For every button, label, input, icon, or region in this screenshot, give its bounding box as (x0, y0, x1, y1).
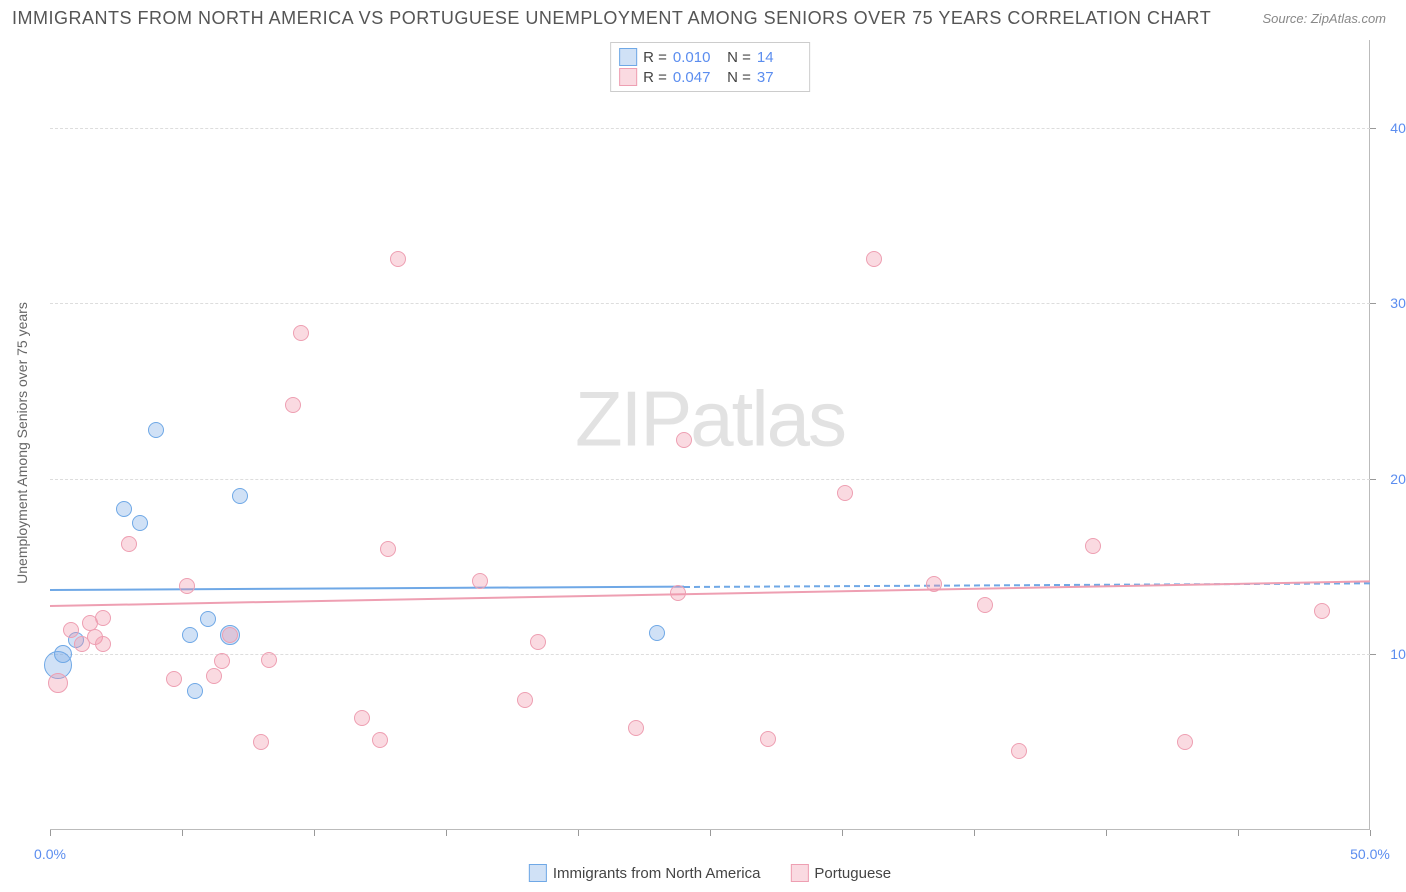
data-point (760, 731, 776, 747)
data-point (628, 720, 644, 736)
data-point (285, 397, 301, 413)
chart-header: IMMIGRANTS FROM NORTH AMERICA VS PORTUGU… (0, 0, 1406, 29)
n-value: 14 (757, 49, 801, 66)
y-tick-label: 40.0% (1390, 120, 1406, 136)
watermark-light: atlas (690, 375, 845, 463)
regression-line (50, 581, 1370, 608)
watermark: ZIPatlas (575, 374, 845, 465)
data-point (63, 622, 79, 638)
r-value: 0.047 (673, 69, 717, 86)
scatter-plot: ZIPatlas R =0.010 N =14R =0.047 N =37 10… (50, 40, 1370, 830)
y-tick-label: 10.0% (1390, 646, 1406, 662)
x-tick (1106, 830, 1107, 836)
data-point (187, 683, 203, 699)
y-axis-label: Unemployment Among Seniors over 75 years (14, 302, 30, 584)
data-point (179, 578, 195, 594)
data-point (372, 732, 388, 748)
legend-swatch (619, 48, 637, 66)
data-point (390, 251, 406, 267)
data-point (206, 668, 222, 684)
data-point (1011, 743, 1027, 759)
data-point (472, 573, 488, 589)
data-point (293, 325, 309, 341)
data-point (222, 627, 238, 643)
x-tick (1238, 830, 1239, 836)
gridline (50, 654, 1370, 655)
data-point (977, 597, 993, 613)
gridline (50, 128, 1370, 129)
x-tick-label: 50.0% (1350, 846, 1390, 862)
gridline (50, 479, 1370, 480)
x-tick (1370, 830, 1371, 836)
series-legend: Immigrants from North America Portuguese (529, 864, 891, 882)
data-point (48, 673, 68, 693)
y-tick (1370, 303, 1376, 304)
data-point (148, 422, 164, 438)
watermark-bold: ZIP (575, 375, 690, 463)
x-tick (578, 830, 579, 836)
legend-swatch (619, 68, 637, 86)
data-point (1177, 734, 1193, 750)
data-point (866, 251, 882, 267)
chart-title: IMMIGRANTS FROM NORTH AMERICA VS PORTUGU… (12, 8, 1211, 29)
regression-line (50, 586, 684, 591)
data-point (166, 671, 182, 687)
data-point (354, 710, 370, 726)
x-tick (974, 830, 975, 836)
data-point (649, 625, 665, 641)
data-point (214, 653, 230, 669)
x-tick (446, 830, 447, 836)
r-value: 0.010 (673, 49, 717, 66)
legend-label: Portuguese (814, 865, 891, 882)
correlation-legend: R = 0.010 N = 14 R = 0.047 N = 37 (610, 42, 810, 92)
data-point (200, 611, 216, 627)
y-tick-label: 30.0% (1390, 295, 1406, 311)
data-point (530, 634, 546, 650)
data-point (517, 692, 533, 708)
data-point (54, 645, 72, 663)
legend-item: Immigrants from North America (529, 864, 761, 882)
data-point (837, 485, 853, 501)
legend-label: Immigrants from North America (553, 865, 761, 882)
x-tick (710, 830, 711, 836)
data-point (261, 652, 277, 668)
data-point (95, 636, 111, 652)
gridline (50, 303, 1370, 304)
r-label: R = (643, 69, 667, 86)
data-point (121, 536, 137, 552)
data-point (1314, 603, 1330, 619)
x-tick (182, 830, 183, 836)
data-point (676, 432, 692, 448)
data-point (232, 488, 248, 504)
legend-swatch (790, 864, 808, 882)
x-tick (50, 830, 51, 836)
x-tick-label: 0.0% (34, 846, 66, 862)
data-point (670, 585, 686, 601)
legend-row: R = 0.047 N = 37 (619, 67, 801, 87)
chart-area: Unemployment Among Seniors over 75 years… (50, 40, 1370, 830)
x-tick (842, 830, 843, 836)
n-label: N = (723, 49, 751, 66)
y-tick (1370, 479, 1376, 480)
data-point (116, 501, 132, 517)
data-point (132, 515, 148, 531)
y-tick (1370, 128, 1376, 129)
legend-row: R = 0.010 N = 14 (619, 47, 801, 67)
data-point (380, 541, 396, 557)
data-point (253, 734, 269, 750)
y-tick-label: 20.0% (1390, 471, 1406, 487)
y-tick (1370, 654, 1376, 655)
n-label: N = (723, 69, 751, 86)
legend-swatch (529, 864, 547, 882)
r-label: R = (643, 49, 667, 66)
data-point (1085, 538, 1101, 554)
data-point (926, 576, 942, 592)
y-axis-line (1369, 40, 1370, 830)
legend-item: Portuguese (790, 864, 891, 882)
n-value: 37 (757, 69, 801, 86)
x-tick (314, 830, 315, 836)
data-point (182, 627, 198, 643)
data-point (95, 610, 111, 626)
chart-source: Source: ZipAtlas.com (1262, 11, 1386, 26)
